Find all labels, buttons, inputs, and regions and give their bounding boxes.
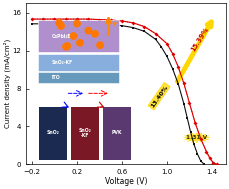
X-axis label: Voltage (V): Voltage (V): [105, 177, 147, 186]
Text: 15.39%: 15.39%: [190, 26, 210, 53]
Text: 1.31 V: 1.31 V: [186, 135, 207, 140]
Y-axis label: Current density (mA/cm²): Current density (mA/cm²): [3, 39, 11, 129]
Text: 13.40%: 13.40%: [150, 84, 169, 108]
Polygon shape: [183, 133, 210, 143]
